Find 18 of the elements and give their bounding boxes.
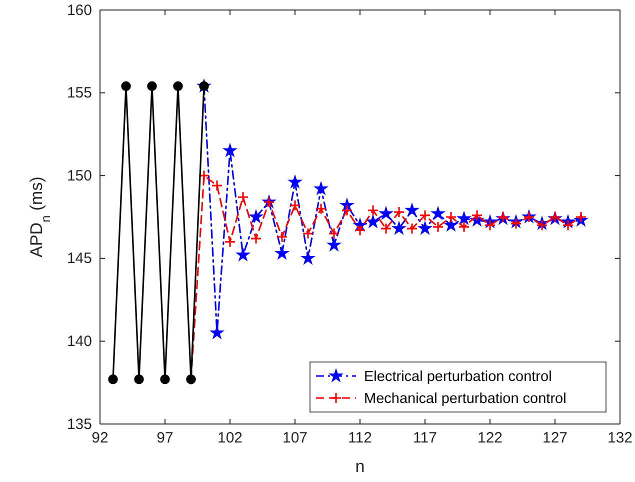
- y-tick-label: 155: [66, 84, 92, 102]
- y-tick-label: 150: [66, 167, 92, 184]
- x-tick-label: 102: [217, 430, 243, 447]
- legend-label: Mechanical perturbation control: [364, 391, 566, 407]
- x-tick-label: 122: [477, 430, 503, 447]
- legend-label: Electrical perturbation control: [364, 369, 552, 385]
- x-tick-label: 92: [92, 430, 108, 447]
- x-tick-label: 112: [348, 430, 372, 447]
- x-tick-label: 117: [413, 430, 437, 447]
- y-tick-label: 145: [66, 250, 92, 268]
- x-tick-label: 97: [156, 430, 174, 447]
- y-tick-label: 140: [66, 333, 92, 350]
- x-tick-label: 127: [542, 430, 568, 447]
- x-tick-label: 132: [607, 430, 633, 447]
- x-axis-title: n: [355, 457, 365, 476]
- y-tick-label: 135: [66, 416, 92, 433]
- y-tick-label: 160: [66, 2, 92, 19]
- x-tick-label: 107: [282, 430, 308, 447]
